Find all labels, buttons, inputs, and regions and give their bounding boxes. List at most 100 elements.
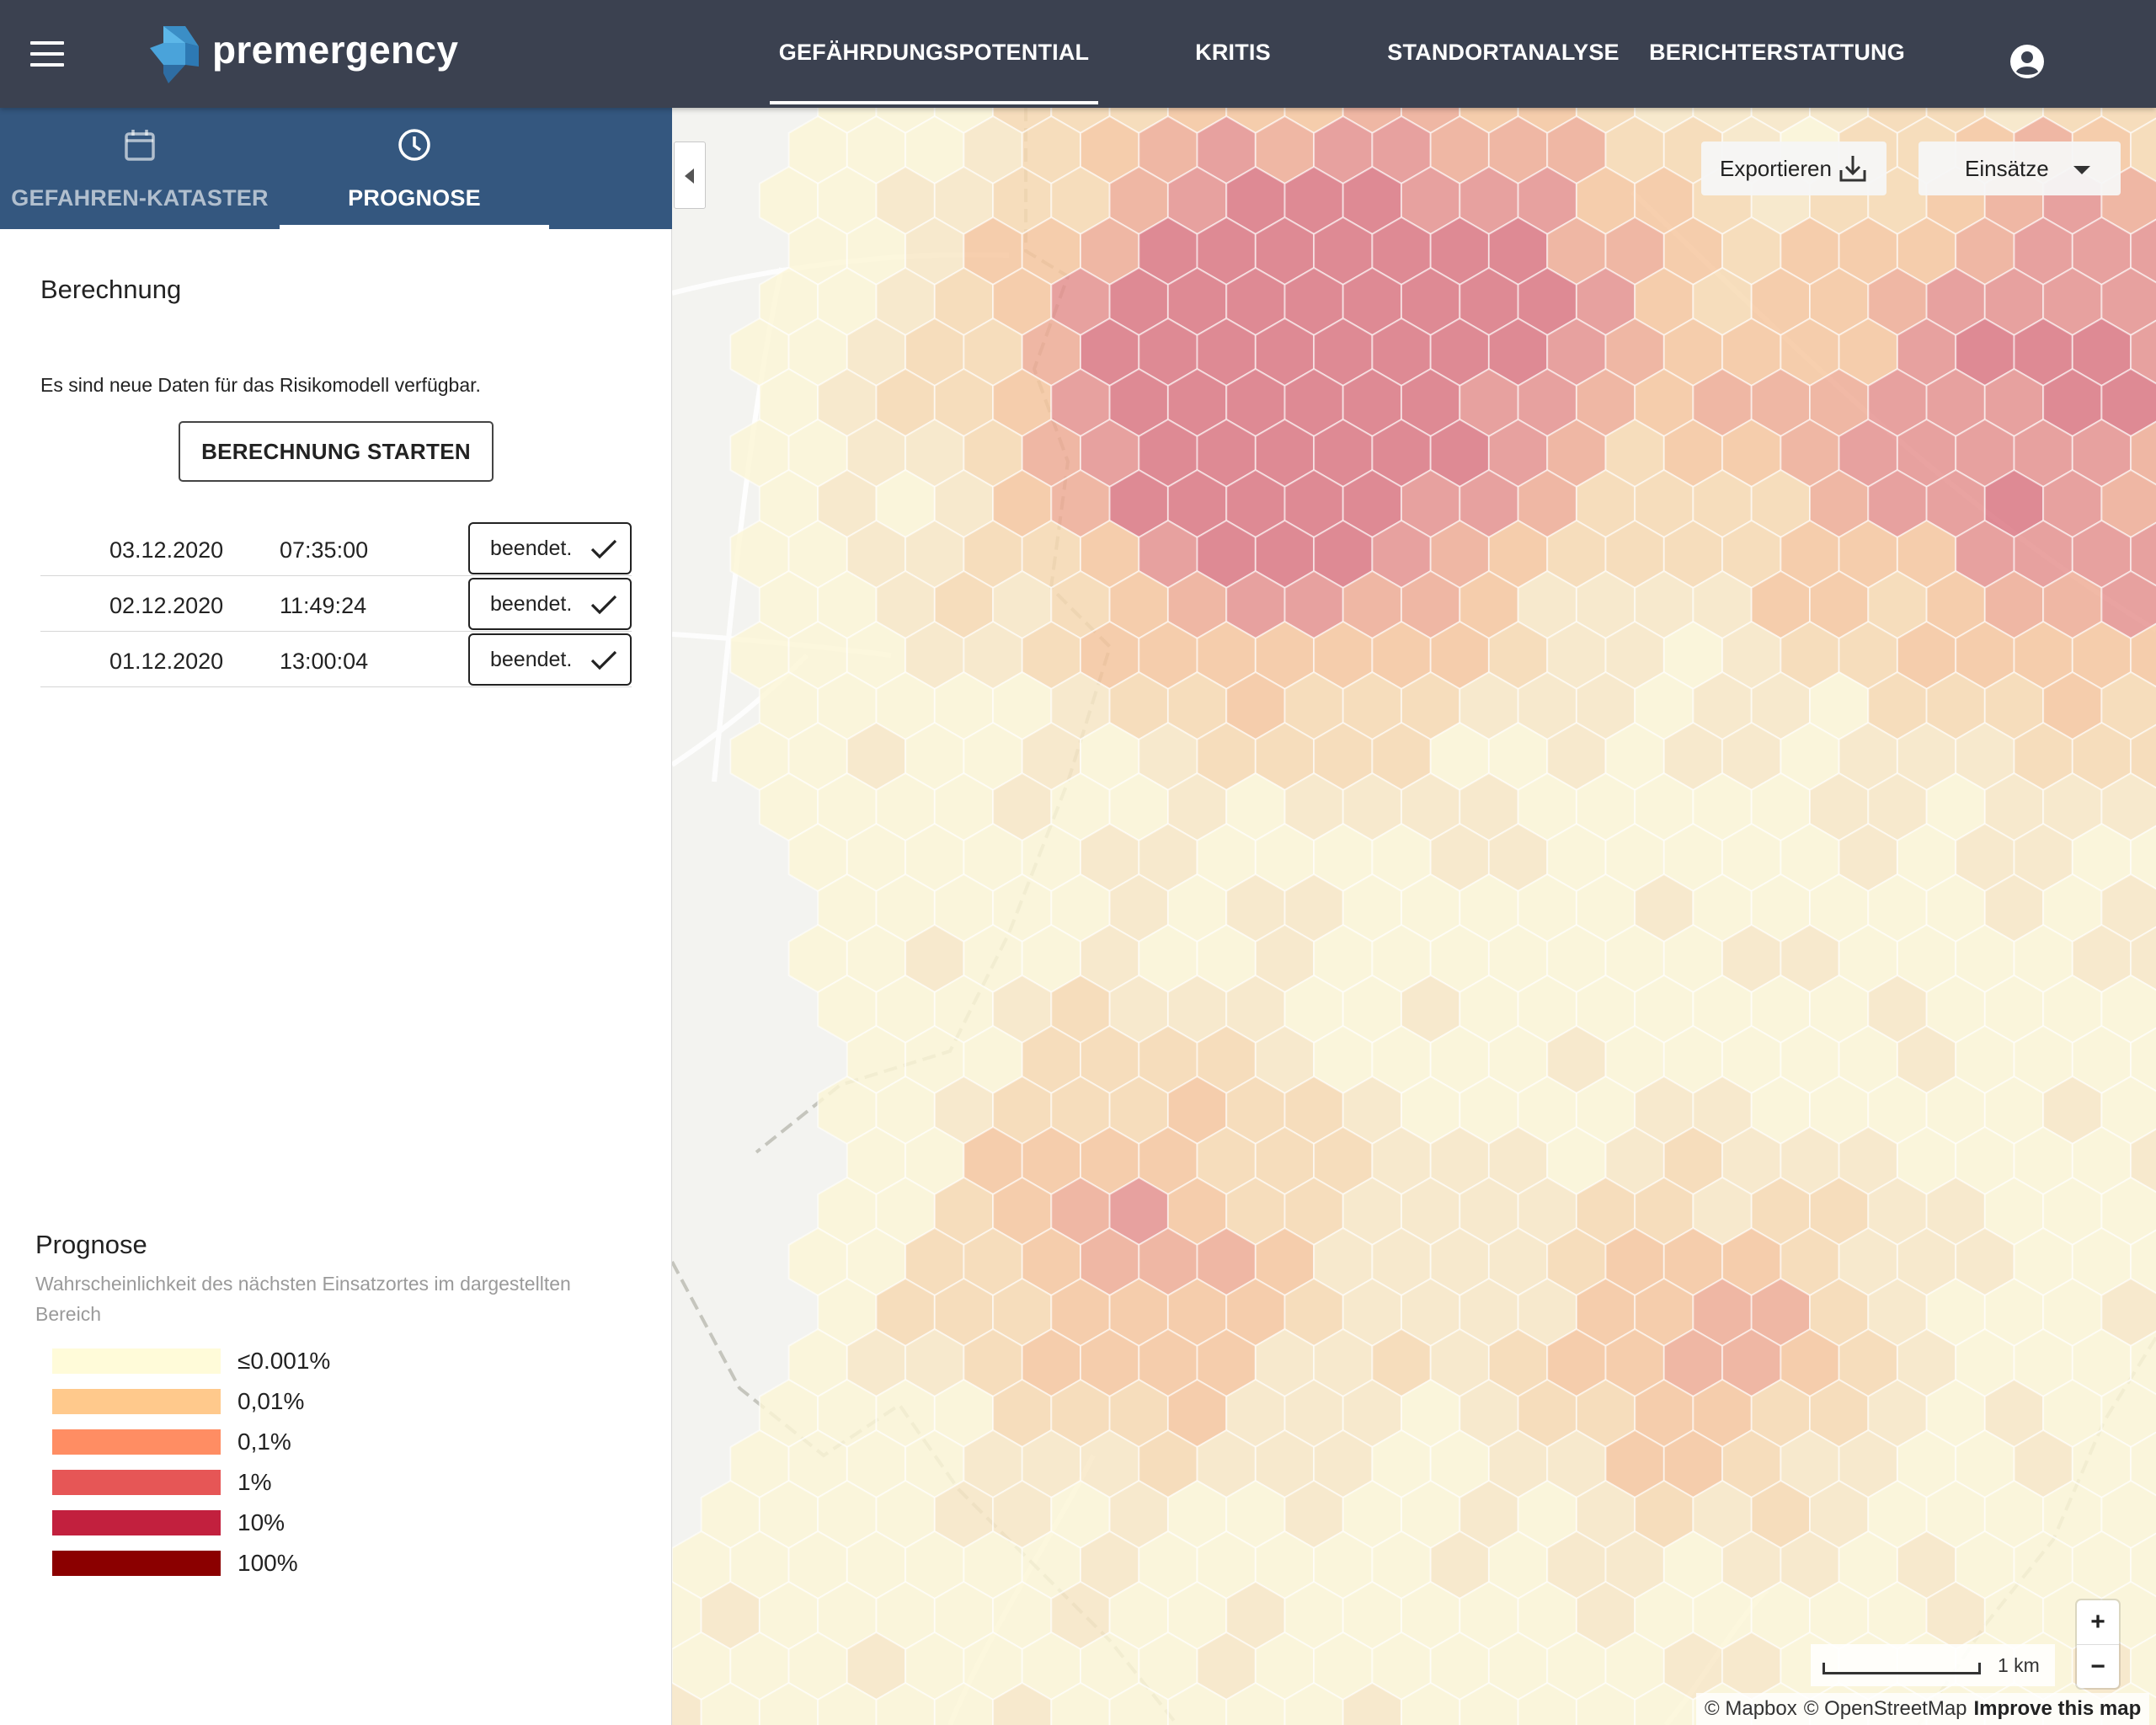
prognosis-legend: Prognose Wahrscheinlichkeit des nächsten… [35,1230,642,1583]
tab-berichterstattung[interactable]: BERICHTERSTATTUNG [1649,0,1905,104]
legend-item: 1% [35,1462,642,1503]
zoom-out-button[interactable]: − [2077,1644,2119,1688]
legend-item: 0,1% [35,1422,642,1462]
tab-standortanalyse[interactable]: STANDORTANALYSE [1381,0,1625,104]
run-row: 02.12.2020 11:49:24 beendet. [40,576,632,632]
risk-hexagon[interactable] [672,1681,702,1725]
legend-swatch [52,1470,221,1495]
legend-swatch [52,1348,221,1374]
check-icon [590,539,617,559]
premergency-logo-icon [150,26,199,83]
tab-label: PROGNOSE [348,185,481,211]
section-title: Berechnung [40,275,182,304]
app-bar: premergency GEFÄHRDUNGSPOTENTIAL KRITIS … [0,0,2156,108]
tab-gefaehrdungspotential[interactable]: GEFÄHRDUNGSPOTENTIAL [770,0,1098,104]
run-date: 01.12.2020 [109,649,224,674]
run-status-label: beendet. [490,536,573,560]
app-logo[interactable]: premergency [147,22,458,86]
legend-label: ≤0.001% [237,1348,331,1374]
risk-hexagon[interactable] [758,1681,819,1725]
scale-bar-line [1822,1663,1981,1674]
risk-hexagon[interactable] [1517,1681,1577,1725]
map-canvas[interactable] [672,108,2156,1725]
run-time: 13:00:04 [280,649,369,674]
risk-hexagon[interactable] [933,1681,995,1725]
legend-label: 1% [237,1469,272,1495]
risk-hexagon[interactable] [1108,1681,1169,1725]
tab-prognose[interactable]: PROGNOSE [280,108,549,229]
run-date: 02.12.2020 [109,593,224,618]
map-view[interactable]: Exportieren Einsätze + − 1 km © Mapbox ©… [672,108,2156,1725]
run-status-label: beendet. [490,591,573,616]
legend-item: 10% [35,1503,642,1543]
legend-label: 100% [237,1550,298,1576]
start-calculation-button[interactable]: BERECHNUNG STARTEN [179,421,494,482]
check-icon [590,595,617,615]
legend-item: ≤0.001% [35,1341,642,1381]
risk-hexagon[interactable] [817,1681,878,1725]
risk-hexagon[interactable] [1283,1681,1344,1725]
risk-hexagon[interactable] [992,1681,1053,1725]
risk-hexagon-layer[interactable] [672,108,2156,1725]
run-row: 03.12.2020 07:35:00 beendet. [40,521,632,576]
run-status-button[interactable]: beendet. [468,578,632,630]
layer-select-dropdown[interactable]: Einsätze [1919,142,2121,195]
risk-hexagon[interactable] [875,1681,936,1725]
legend-label: 0,1% [237,1429,291,1455]
tab-label: GEFÄHRDUNGSPOTENTIAL [778,39,1090,65]
run-status-button[interactable]: beendet. [468,633,632,686]
run-time: 07:35:00 [280,537,369,563]
tab-kritis[interactable]: KRITIS [1149,0,1317,104]
sidebar-tabs: GEFAHREN-KATASTER PROGNOSE [0,108,672,229]
run-status-button[interactable]: beendet. [468,522,632,574]
hamburger-menu-icon[interactable] [30,41,64,67]
mapbox-attribution-link[interactable]: © Mapbox [1705,1697,1797,1720]
risk-hexagon[interactable] [700,1681,760,1725]
zoom-in-button[interactable]: + [2090,1608,2105,1636]
risk-hexagon[interactable] [1401,1681,1461,1725]
export-label: Exportieren [1720,155,1832,181]
calendar-icon [125,130,155,161]
run-date: 03.12.2020 [109,537,224,563]
map-attribution: © Mapbox © OpenStreetMap Improve this ma… [1696,1693,2150,1725]
zoom-control: + − [2077,1600,2119,1688]
risk-hexagon[interactable] [1575,1681,1636,1725]
legend-swatch [52,1510,221,1535]
run-row: 01.12.2020 13:00:04 beendet. [40,632,632,687]
sidebar: GEFAHREN-KATASTER PROGNOSE Berechnung Es… [0,108,672,1725]
osm-attribution-link[interactable]: © OpenStreetMap [1803,1697,1967,1720]
brand-name: premergency [212,28,459,72]
legend-title: Prognose [35,1230,147,1259]
legend-item: 100% [35,1543,642,1583]
legend-swatch [52,1429,221,1455]
risk-hexagon[interactable] [1166,1681,1228,1725]
legend-swatch [52,1389,221,1414]
check-icon [590,650,617,670]
risk-hexagon[interactable] [1342,1681,1402,1725]
legend-description: Wahrscheinlichkeit des nächsten Einsatzo… [35,1273,571,1325]
risk-hexagon[interactable] [1459,1681,1519,1725]
layer-select-value: Einsätze [1965,155,2049,181]
download-icon [1839,156,1866,182]
calculation-runs-list: 03.12.2020 07:35:00 beendet. 02.12.2020 … [40,521,632,687]
new-data-info: Es sind neue Daten für das Risikomodell … [40,374,481,396]
improve-map-link[interactable]: Improve this map [1973,1697,2142,1720]
scale-label: 1 km [1998,1654,2040,1676]
run-time: 11:49:24 [280,593,367,618]
legend-item: 0,01% [35,1381,642,1422]
legend-label: 10% [237,1509,286,1535]
tab-gefahren-kataster[interactable]: GEFAHREN-KATASTER [0,108,280,229]
account-circle-icon[interactable] [2009,44,2045,79]
tab-label: BERICHTERSTATTUNG [1649,39,1905,65]
risk-hexagon[interactable] [1225,1681,1286,1725]
clock-icon [398,129,430,161]
risk-hexagon[interactable] [1050,1681,1111,1725]
tab-label: STANDORTANALYSE [1387,39,1620,65]
collapse-sidebar-button[interactable] [674,142,706,209]
tab-label: GEFAHREN-KATASTER [11,185,269,211]
export-button[interactable]: Exportieren [1701,142,1886,195]
run-status-label: beendet. [490,647,573,671]
scale-bar: 1 km [1811,1644,2055,1686]
risk-hexagon[interactable] [1634,1681,1694,1725]
legend-swatch [52,1551,221,1576]
